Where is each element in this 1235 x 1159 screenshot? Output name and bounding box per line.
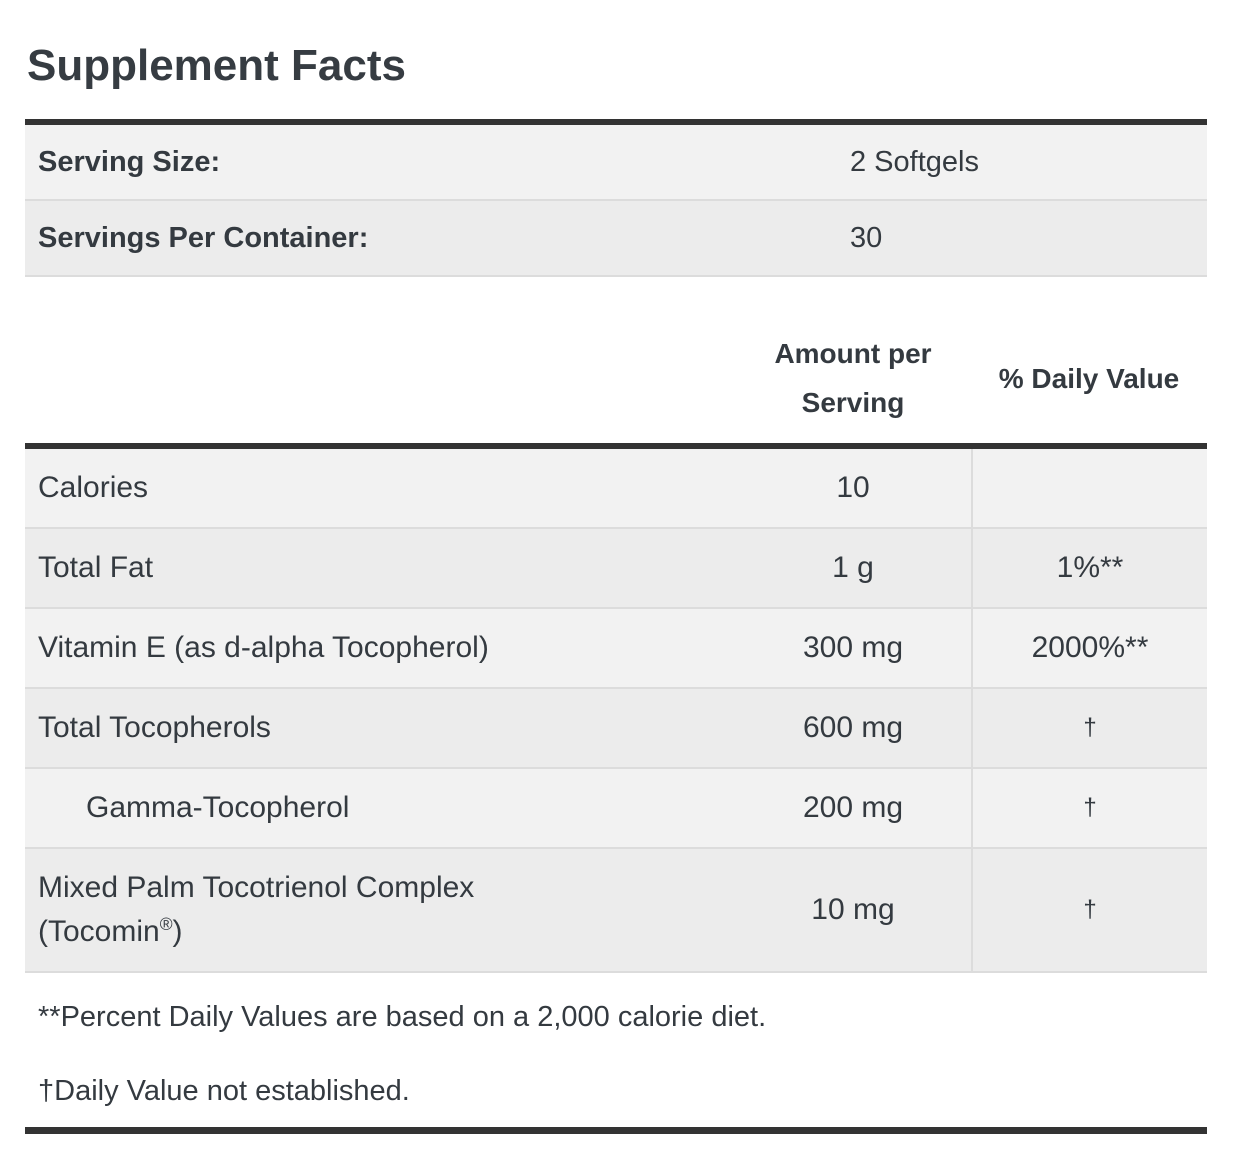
serving-row-value: 30 [850, 222, 883, 254]
serving-row-value: 2 Softgels [850, 146, 979, 178]
nutrient-name: Calories [38, 471, 149, 504]
nutrient-name: Gamma-Tocopherol [86, 791, 350, 824]
nutrient-name: Total Fat [38, 551, 154, 584]
nutrient-daily-value: † [971, 849, 1207, 971]
nutrient-daily-value: 2000%** [971, 609, 1207, 687]
percent-daily-value-header: % Daily Value [998, 362, 1180, 394]
serving-table: Serving Size: 2 Softgels Servings Per Co… [25, 119, 1207, 277]
nutrient-amount: 1 g [832, 551, 874, 584]
serving-row: Servings Per Container: 30 [25, 199, 1207, 275]
nutrient-name: Total Tocopherols [38, 711, 271, 744]
footnote-percent-daily-values: **Percent Daily Values are based on a 2,… [38, 1001, 767, 1033]
supplement-facts-panel: Supplement Facts Serving Size: 2 Softgel… [25, 0, 1207, 1134]
nutrient-amount: 200 mg [802, 791, 904, 824]
page-title: Supplement Facts [27, 41, 406, 90]
nutrient-name: Mixed Palm Tocotrienol Complex (Tocomin®… [38, 871, 475, 948]
serving-row-label: Serving Size: [38, 146, 221, 178]
nutrient-row: Total Fat 1 g 1%** [25, 527, 1207, 607]
serving-row: Serving Size: 2 Softgels [25, 125, 1207, 199]
nutrient-daily-value: 1%** [971, 529, 1207, 607]
nutrient-daily-value: † [971, 689, 1207, 767]
amount-per-serving-header: Amount per Serving [774, 338, 932, 418]
footnote-daily-value-not-established: †Daily Value not established. [38, 1075, 410, 1107]
nutrient-row: Mixed Palm Tocotrienol Complex (Tocomin®… [25, 847, 1207, 971]
nutrition-table: Calories 10 Total Fat 1 g 1%** Vitamin E… [25, 443, 1207, 973]
nutrition-column-headers: Amount per Serving % Daily Value [25, 277, 1207, 443]
nutrient-row: Calories 10 [25, 449, 1207, 527]
nutrient-daily-value [971, 449, 1207, 527]
nutrient-amount: 10 [836, 471, 870, 504]
nutrient-daily-value: † [971, 769, 1207, 847]
nutrient-amount: 300 mg [802, 631, 904, 664]
nutrient-amount: 10 mg [811, 893, 895, 926]
nutrient-row: Gamma-Tocopherol 200 mg † [25, 767, 1207, 847]
nutrient-name: Vitamin E (as d-alpha Tocopherol) [38, 631, 489, 664]
nutrient-amount: 600 mg [802, 711, 904, 744]
serving-row-label: Servings Per Container: [38, 222, 369, 254]
nutrient-row: Total Tocopherols 600 mg † [25, 687, 1207, 767]
nutrient-row: Vitamin E (as d-alpha Tocopherol) 300 mg… [25, 607, 1207, 687]
bottom-border-rule [25, 1127, 1207, 1134]
